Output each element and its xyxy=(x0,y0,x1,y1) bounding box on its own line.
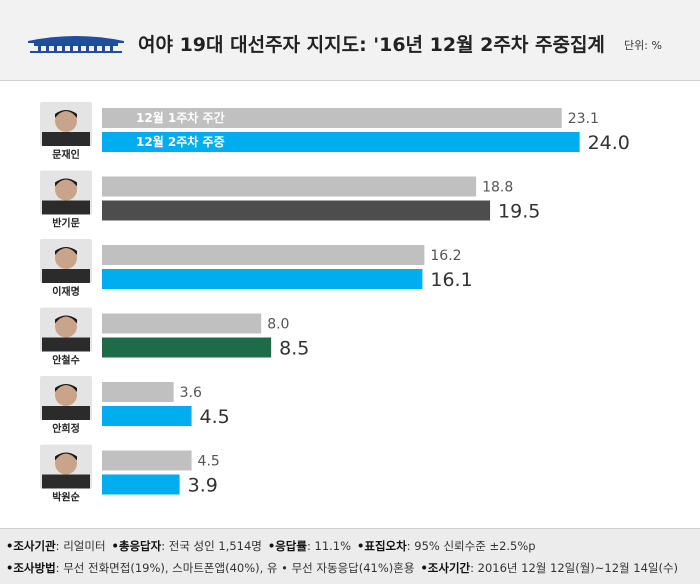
footer-value: : 무선 전화면접(19%), 스마트폰앱(40%), 유 • 무선 자동응답(… xyxy=(55,561,415,575)
footer-value: : 11.1% xyxy=(306,539,352,553)
bar-current-week xyxy=(102,474,180,495)
bar-previous-week xyxy=(102,245,425,265)
footer-label: •응답률 xyxy=(267,539,307,553)
hair-shape xyxy=(55,384,77,392)
footer-line-2: •조사방법: 무선 전화면접(19%), 스마트폰앱(40%), 유 • 무선 … xyxy=(6,560,684,576)
page-title: 여야 19대 대선주자 지지도: '16년 12월 2주차 주중집계 xyxy=(138,34,605,56)
face-shape xyxy=(55,384,77,406)
suit-shape xyxy=(42,337,90,352)
footer-value: : 전국 성인 1,514명 xyxy=(161,539,262,553)
hair-shape xyxy=(55,247,77,255)
hair-shape xyxy=(55,178,77,187)
bar-previous-week xyxy=(102,108,562,128)
face-shape xyxy=(55,452,77,475)
hair-shape xyxy=(55,452,77,461)
face-shape xyxy=(55,315,77,338)
footer-label: •조사방법 xyxy=(6,561,56,575)
value-label-current-week: 3.9 xyxy=(188,475,218,497)
suit-shape xyxy=(42,200,90,215)
hair-shape xyxy=(55,315,77,324)
bar-current-week xyxy=(102,200,491,221)
legend-previous-week: 12월 1주차 주간 xyxy=(136,110,225,125)
face-shape xyxy=(55,247,77,269)
candidate-name: 문재인 xyxy=(52,148,80,161)
footer-line-1: •조사기관: 리얼미터 •총응답자: 전국 성인 1,514명 •응답률: 11.1… xyxy=(6,538,542,554)
value-label-previous-week: 16.2 xyxy=(430,248,461,264)
value-label-current-week: 4.5 xyxy=(200,406,230,428)
bar-current-week xyxy=(102,406,192,426)
header: 여야 19대 대선주자 지지도: '16년 12월 2주차 주중집계 단위: % xyxy=(0,0,700,81)
value-label-current-week: 19.5 xyxy=(498,201,540,223)
candidate-name: 안철수 xyxy=(52,354,80,367)
suit-shape xyxy=(42,269,90,283)
legend-current-week: 12월 2주차 주중 xyxy=(136,134,225,149)
suit-shape xyxy=(42,474,90,489)
bar-current-week xyxy=(102,337,272,358)
bar-current-week xyxy=(102,269,423,289)
value-label-current-week: 16.1 xyxy=(430,269,472,291)
footer-label: •총응답자 xyxy=(111,539,162,553)
bar-previous-week xyxy=(102,382,174,402)
unit-label: 단위: % xyxy=(624,39,662,52)
bar-previous-week xyxy=(102,313,262,334)
value-label-previous-week: 23.1 xyxy=(568,111,599,127)
value-label-current-week: 24.0 xyxy=(588,132,630,154)
value-label-previous-week: 3.6 xyxy=(180,385,202,401)
footer-label: •조사기간 xyxy=(420,561,471,575)
blue-house-logo-icon xyxy=(28,36,124,53)
footer-value: : 2016년 12월 12일(월)~12월 14일(수) xyxy=(470,561,679,575)
footer-label: •조사기관 xyxy=(6,539,56,553)
candidate-name: 반기문 xyxy=(52,217,80,230)
candidate-name: 박원순 xyxy=(52,491,80,504)
value-label-previous-week: 18.8 xyxy=(482,180,513,196)
face-shape xyxy=(55,178,77,201)
candidate-name: 이재명 xyxy=(52,285,80,298)
value-label-current-week: 8.5 xyxy=(279,338,309,360)
hair-shape xyxy=(55,110,77,118)
footer-label: •표집오차 xyxy=(357,539,407,553)
candidate-name: 안희정 xyxy=(52,422,80,435)
value-label-previous-week: 4.5 xyxy=(198,454,220,470)
face-shape xyxy=(55,110,77,132)
suit-shape xyxy=(42,132,90,146)
bar-current-week xyxy=(102,132,580,152)
bar-previous-week xyxy=(102,450,192,471)
survey-footer: •조사기관: 리얼미터 •총응답자: 전국 성인 1,514명 •응답률: 11.1… xyxy=(0,528,700,584)
footer-value: : 95% 신뢰수준 ±2.5%p xyxy=(406,539,536,553)
footer-value: : 리얼미터 xyxy=(55,539,106,553)
value-label-previous-week: 8.0 xyxy=(267,317,289,333)
suit-shape xyxy=(42,406,90,420)
bar-previous-week xyxy=(102,176,477,197)
